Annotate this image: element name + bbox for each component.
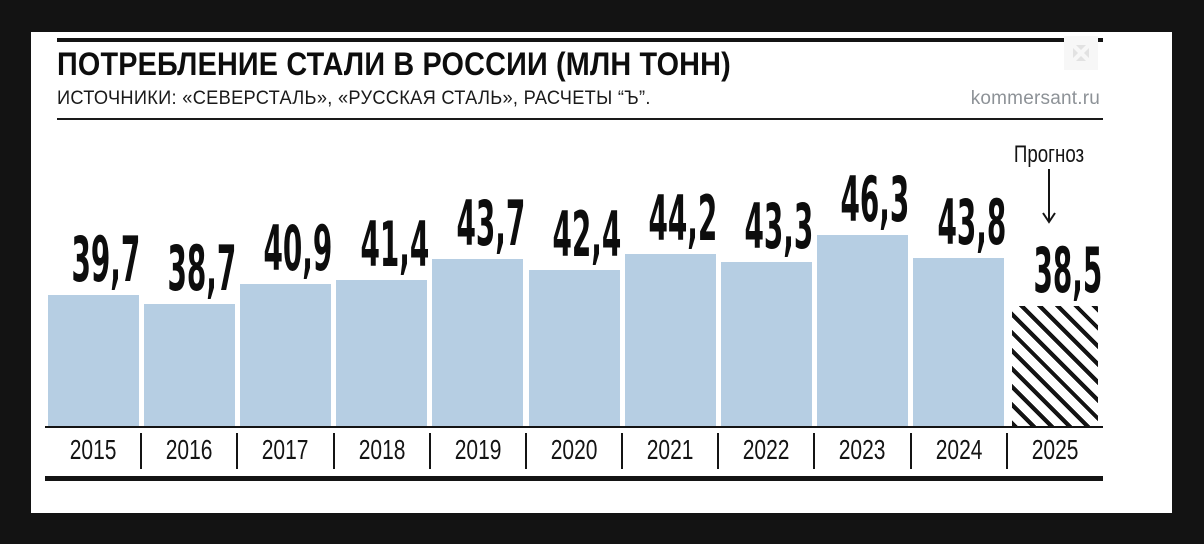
chart-title: ПОТРЕБЛЕНИЕ СТАЛИ В РОССИИ (МЛН ТОНН): [57, 46, 731, 82]
x-axis-line: [45, 426, 1103, 428]
axis-tick: [332, 433, 335, 469]
expand-arrows-icon: [1073, 45, 1089, 61]
year-label-2024: 2024: [935, 434, 983, 465]
forecast-label: Прогноз: [1013, 141, 1085, 168]
bar-value-label-2023: 46,3: [840, 163, 910, 236]
bar-2017: [239, 284, 331, 426]
bar-value-label-2025: 38,5: [1033, 234, 1103, 307]
year-label-2015: 2015: [69, 434, 117, 465]
bar-2023: [817, 235, 909, 426]
source-note: ИСТОЧНИКИ: «СЕВЕРСТАЛЬ», «РУССКАЯ СТАЛЬ»…: [57, 88, 651, 109]
year-label-2018: 2018: [358, 434, 405, 465]
bar-2022: [720, 262, 812, 426]
forecast-arrow-icon: [1042, 169, 1056, 224]
axis-tick: [813, 433, 816, 469]
year-label-2025: 2025: [1031, 434, 1079, 465]
top-rule: [57, 38, 1103, 42]
bar-value-label-2016: 38,7: [167, 232, 237, 305]
year-label-2016: 2016: [165, 434, 213, 465]
expand-icon[interactable]: [1064, 36, 1098, 70]
bar-value-label-2021: 44,2: [648, 182, 718, 255]
bar-value-label-2018: 41,4: [359, 208, 429, 281]
bar-2018: [336, 280, 428, 426]
bar-value-label-2017: 40,9: [263, 212, 333, 285]
bar-2015: [47, 295, 139, 426]
axis-tick: [140, 433, 143, 469]
year-label-2023: 2023: [839, 434, 886, 465]
bar-2016: [143, 304, 235, 426]
year-label-2021: 2021: [646, 434, 694, 465]
axis-tick: [909, 433, 912, 469]
bar-value-label-2019: 43,7: [456, 187, 526, 260]
bar-2020: [528, 270, 620, 426]
year-label-2017: 2017: [262, 434, 309, 465]
infographic-card: ПОТРЕБЛЕНИЕ СТАЛИ В РОССИИ (МЛН ТОНН) ИС…: [31, 32, 1172, 513]
axis-tick: [524, 433, 527, 469]
axis-tick: [428, 433, 431, 469]
header-divider: [57, 118, 1103, 120]
axis-tick: [717, 433, 720, 469]
site-watermark: kommersant.ru: [970, 88, 1100, 109]
bar-chart: Прогноз 39,7 2015 38,7 2016 40,9 2017 41,4 2018…: [31, 32, 1172, 513]
bar-value-label-2020: 42,4: [552, 198, 622, 271]
axis-tick: [1005, 433, 1008, 469]
bar-2021: [624, 254, 716, 426]
axis-tick: [621, 433, 624, 469]
year-label-2020: 2020: [550, 434, 598, 465]
year-label-2022: 2022: [742, 434, 790, 465]
bar-value-label-2024: 43,8: [937, 186, 1006, 259]
year-label-2019: 2019: [454, 434, 502, 465]
bar-2025-forecast: [1011, 306, 1098, 426]
bar-value-label-2015: 39,7: [71, 223, 141, 296]
bar-value-label-2022: 43,3: [744, 190, 814, 263]
axis-tick: [236, 433, 239, 469]
bar-2024: [913, 258, 1005, 426]
bottom-rule: [45, 476, 1103, 481]
bar-2019: [432, 259, 524, 426]
